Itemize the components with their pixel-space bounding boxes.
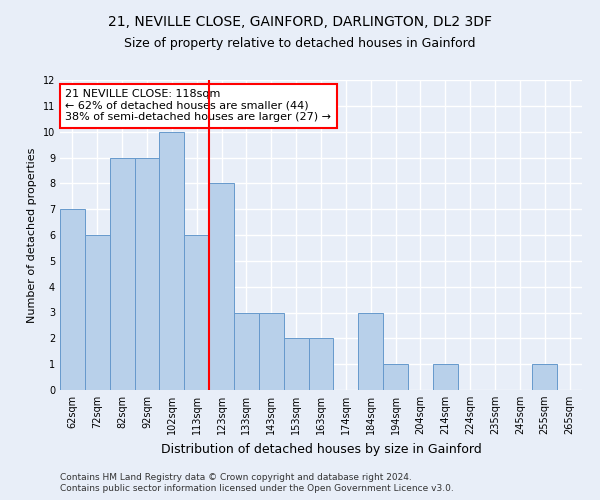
Bar <box>134 158 160 390</box>
Text: 21 NEVILLE CLOSE: 118sqm
← 62% of detached houses are smaller (44)
38% of semi-d: 21 NEVILLE CLOSE: 118sqm ← 62% of detach… <box>65 90 331 122</box>
Bar <box>110 158 134 390</box>
Text: Size of property relative to detached houses in Gainford: Size of property relative to detached ho… <box>124 38 476 51</box>
Bar <box>184 235 209 390</box>
Bar <box>358 312 383 390</box>
Text: Contains public sector information licensed under the Open Government Licence v3: Contains public sector information licen… <box>60 484 454 493</box>
Bar <box>234 312 259 390</box>
Bar <box>160 132 184 390</box>
X-axis label: Distribution of detached houses by size in Gainford: Distribution of detached houses by size … <box>161 442 481 456</box>
Bar <box>532 364 557 390</box>
Bar <box>383 364 408 390</box>
Text: Contains HM Land Registry data © Crown copyright and database right 2024.: Contains HM Land Registry data © Crown c… <box>60 472 412 482</box>
Bar <box>85 235 110 390</box>
Bar <box>259 312 284 390</box>
Text: 21, NEVILLE CLOSE, GAINFORD, DARLINGTON, DL2 3DF: 21, NEVILLE CLOSE, GAINFORD, DARLINGTON,… <box>108 15 492 29</box>
Bar <box>60 209 85 390</box>
Bar <box>284 338 308 390</box>
Y-axis label: Number of detached properties: Number of detached properties <box>27 148 37 322</box>
Bar <box>308 338 334 390</box>
Bar <box>209 184 234 390</box>
Bar <box>433 364 458 390</box>
